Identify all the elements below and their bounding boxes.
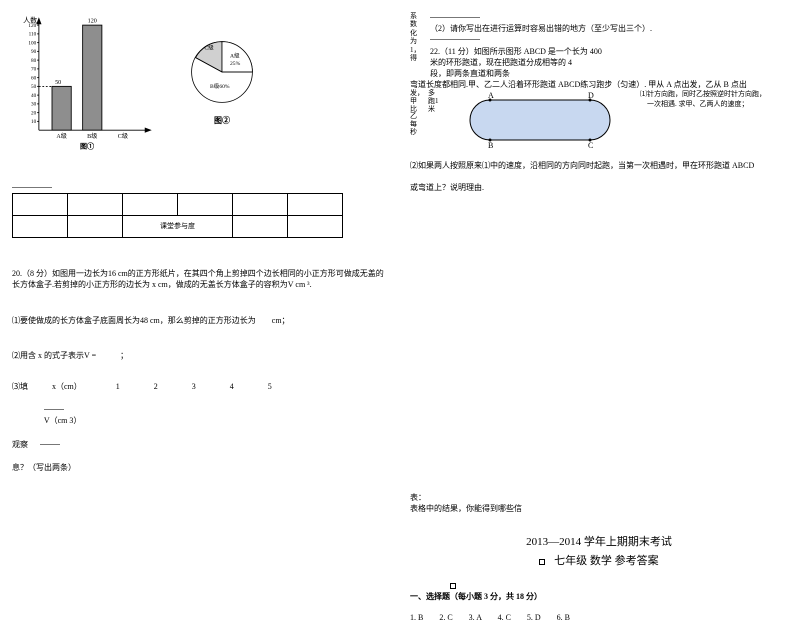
right-column: 系数化为1，得 （2）请你写出在进行运算时容易出错的地方（至少写出三个）. 22… — [410, 12, 788, 623]
q22-mid: 发，甲比乙每秒 多跑1米 A D B C ⑴针方向跑，同时乙按照逆时针方向跑， … — [410, 90, 788, 150]
q20-2: ⑵用含 x 的式子表示V = ； — [12, 350, 390, 361]
svg-text:40: 40 — [31, 93, 37, 99]
pie-chart: C级 A级 25% B级60% — [182, 32, 262, 112]
svg-text:A: A — [488, 91, 494, 100]
bar-chart: 人数 10 20 30 40 50 60 70 80 90 100 110 12… — [12, 12, 162, 152]
answers-line: 1. B 2. C 3. A 4. C 5. D 6. B — [410, 612, 788, 623]
svg-text:10: 10 — [31, 119, 37, 125]
q22-l3: 段，即两条直道和两条 — [430, 68, 788, 79]
track-shape: A D B C — [450, 90, 630, 150]
q20-1: ⑴要使做成的长方体盒子底面周长为48 cm，那么剪掉的正方形边长为 cm； — [12, 315, 390, 326]
svg-text:60: 60 — [31, 75, 37, 81]
svg-text:C: C — [588, 141, 593, 150]
svg-text:30: 30 — [31, 102, 37, 108]
svg-text:B级: B级 — [87, 132, 97, 140]
svg-text:70: 70 — [31, 67, 37, 73]
q22-title: 22.（11 分）如图所示图形 ABCD 是一个长为 400 — [430, 46, 788, 57]
pie-caption: 图② — [182, 115, 262, 126]
svg-text:50: 50 — [31, 84, 37, 90]
sq2 — [450, 579, 788, 590]
q20-obs3: 息？（写出两条） — [12, 462, 390, 473]
charts-row: 人数 10 20 30 40 50 60 70 80 90 100 110 12… — [12, 12, 390, 152]
svg-text:80: 80 — [31, 58, 37, 64]
obs-right: 表格中的结果，你能得到哪些信 — [410, 503, 788, 514]
sec1-title: 一、选择题（每小题 3 分，共 18 分） — [410, 591, 788, 602]
tail-row: 表： — [410, 492, 788, 503]
q20-obs: 观察 — [12, 439, 390, 450]
q22-p2b: 或弯道上？说明理由. — [410, 182, 788, 193]
pie-chart-wrapper: C级 A级 25% B级60% 图② — [182, 12, 262, 126]
q22-p2: ⑵如果两人按照原来⑴中的速度，沿相同的方向同时起跑，当第一次相遇时，甲在环形跑道… — [410, 160, 788, 171]
q20-title: 20.（8 分）如图用一边长为16 cm的正方形纸片，在其四个角上剪掉四个边长相… — [12, 268, 390, 290]
svg-text:100: 100 — [28, 40, 36, 46]
svg-text:120: 120 — [88, 19, 97, 25]
svg-text:25%: 25% — [230, 61, 241, 67]
q21-block: 系数化为1，得 （2）请你写出在进行运算时容易出错的地方（至少写出三个）. 22… — [410, 12, 788, 79]
svg-text:20: 20 — [31, 110, 37, 116]
answer-header: 2013—2014 学年上期期末考试 — [410, 535, 788, 550]
answer-sub: 七年级 数学 参考答案 — [410, 554, 788, 569]
left-column: 人数 10 20 30 40 50 60 70 80 90 100 110 12… — [12, 12, 390, 623]
svg-text:110: 110 — [29, 32, 37, 38]
svg-text:90: 90 — [31, 49, 37, 55]
square-icon — [539, 559, 545, 565]
svg-text:C级: C级 — [118, 132, 128, 140]
svg-text:D: D — [588, 91, 594, 100]
q22-p1: ⑴针方向跑，同时乙按照逆时针方向跑， 一次相遇. 求甲、乙两人的速度； — [640, 90, 766, 110]
table1: 课堂参与度 — [12, 182, 390, 238]
q21-2: （2）请你写出在进行运算时容易出错的地方（至少写出三个）. — [430, 23, 788, 34]
svg-text:120: 120 — [28, 23, 36, 29]
q20-3: ⑶填 x（cm） 1 2 3 4 5 — [12, 381, 390, 392]
q22-l2: 米的环形跑道，现在把跑道分成相等的 4 — [430, 57, 788, 68]
svg-text:图①: 图① — [80, 142, 94, 151]
side-label: 系数化为1，得 — [410, 12, 422, 79]
svg-text:B: B — [488, 141, 493, 150]
svg-text:A级: A级 — [56, 132, 67, 140]
q20-3-row2: V（cm 3） — [12, 404, 390, 426]
participation-table: 课堂参与度 — [12, 193, 343, 238]
q22-cont: 弯道长度都相同.甲、乙二人沿着环形跑道 ABCD练习跑步（匀速）. 甲从 A 点… — [410, 79, 788, 90]
svg-text:50: 50 — [55, 80, 61, 86]
